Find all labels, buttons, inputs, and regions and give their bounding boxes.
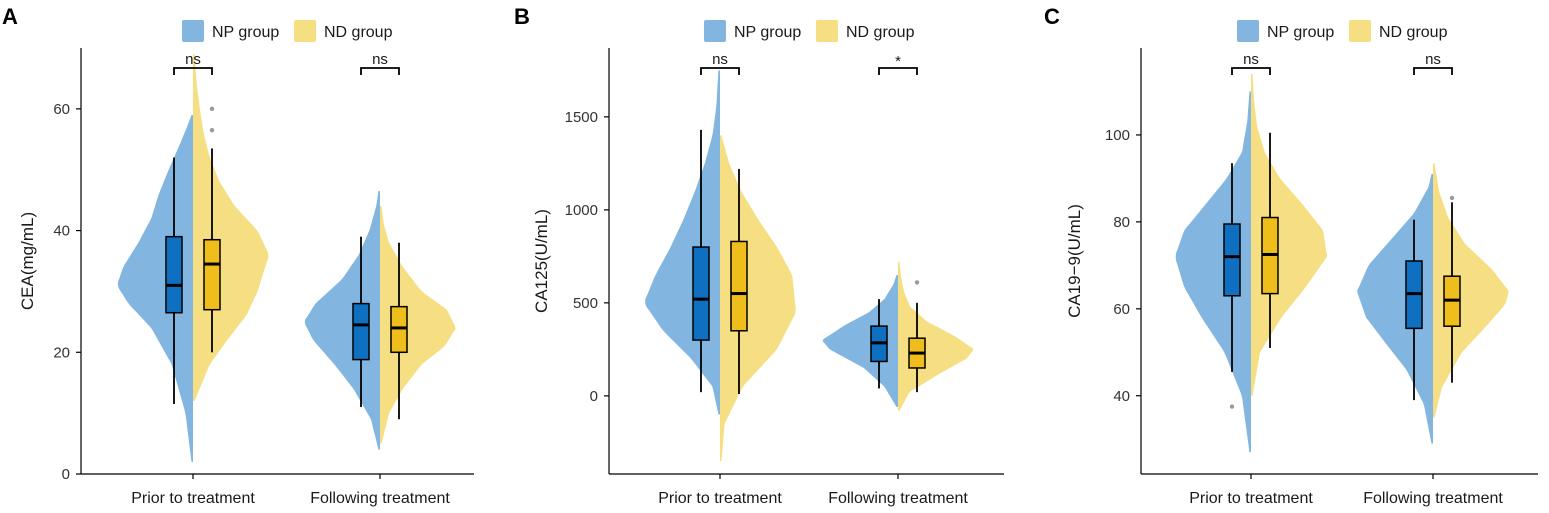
y-tick-label-b: 1000: [565, 202, 598, 219]
significance-bracket-following-b: [878, 67, 918, 75]
legend-label-np-a: NP group: [212, 24, 279, 41]
category-label-prior-a: Prior to treatment: [131, 490, 255, 507]
y-tick-label-a: 0: [62, 466, 70, 483]
category-label-following-c: Following treatment: [1363, 490, 1503, 507]
legend-label-nd-a: ND group: [324, 24, 393, 41]
y-axis-title-a: CEA(mg/mL): [18, 212, 37, 310]
significance-bracket-prior-a: [173, 67, 213, 75]
y-tick-label-b: 1500: [565, 109, 598, 126]
legend-a: NP group ND group: [182, 20, 393, 42]
significance-bracket-prior-b: [700, 67, 740, 75]
legend-swatch-nd-c: [1349, 20, 1371, 42]
panel-b: B NP group ND group 0 500 1000 1500 Prior t…: [514, 4, 1004, 507]
y-tick-label-c: 60: [1113, 301, 1130, 318]
panel-letter-a: A: [2, 4, 18, 29]
y-tick-label-a: 60: [53, 101, 70, 118]
y-tick-label-b: 500: [573, 295, 598, 312]
outlier-nd-prior-a: [209, 106, 215, 112]
significance-bracket-prior-c: [1231, 67, 1271, 75]
legend-swatch-nd-a: [294, 20, 316, 42]
box-np-prior-b: [692, 246, 710, 341]
legend-label-np-b: NP group: [734, 24, 801, 41]
y-tick-label-c: 40: [1113, 388, 1130, 405]
legend-b: NP group ND group: [704, 20, 915, 42]
legend-swatch-np-c: [1237, 20, 1259, 42]
legend-label-nd-c: ND group: [1379, 24, 1448, 41]
outlier-nd-prior-a: [209, 127, 215, 133]
y-axis-title-b: CA125(U/mL): [532, 209, 551, 313]
panel-letter-c: C: [1044, 4, 1060, 29]
legend-c: NP group ND group: [1237, 20, 1448, 42]
outlier-nd-following-b: [914, 280, 920, 285]
category-label-prior-b: Prior to treatment: [658, 490, 782, 507]
y-tick-label-a: 40: [53, 223, 70, 240]
significance-label-following-b: *: [895, 53, 901, 70]
box-np-following-a: [352, 302, 370, 361]
y-tick-label-c: 80: [1113, 214, 1130, 231]
violin-nd-following-b: [898, 261, 974, 411]
significance-label-prior-c: ns: [1243, 51, 1259, 68]
significance-label-prior-a: ns: [185, 51, 201, 68]
outlier-np-prior-c: [1229, 404, 1235, 409]
significance-label-following-a: ns: [372, 51, 388, 68]
y-axis-title-c: CA19−9(U/mL): [1065, 204, 1084, 318]
significance-label-following-c: ns: [1425, 51, 1441, 68]
legend-swatch-nd-b: [816, 20, 838, 42]
significance-bracket-following-c: [1413, 67, 1453, 75]
legend-swatch-np-a: [182, 20, 204, 42]
box-nd-prior-b: [730, 240, 748, 332]
panel-c: C NP group ND group 40 60 80 100 Prior to t…: [1044, 4, 1538, 507]
legend-label-np-c: NP group: [1267, 24, 1334, 41]
panel-a: A NP group ND group 0 20 40 60 Prior to tre…: [2, 4, 474, 507]
box-nd-following-a: [390, 305, 408, 354]
y-tick-label-c: 100: [1105, 127, 1130, 144]
significance-bracket-following-a: [360, 67, 400, 75]
legend-swatch-np-b: [704, 20, 726, 42]
y-tick-label-b: 0: [590, 388, 598, 405]
box-np-prior-a: [165, 235, 183, 314]
violin-nd-prior-a: [193, 54, 269, 401]
box-np-prior-c: [1223, 223, 1241, 297]
violin-np-prior-b: [645, 70, 720, 415]
panel-letter-b: B: [514, 4, 530, 29]
y-tick-label-a: 20: [53, 344, 70, 361]
significance-label-prior-b: ns: [712, 51, 728, 68]
category-label-following-b: Following treatment: [828, 490, 968, 507]
category-label-prior-c: Prior to treatment: [1189, 490, 1313, 507]
outlier-nd-following-c: [1449, 195, 1455, 201]
legend-label-nd-b: ND group: [846, 24, 915, 41]
box-nd-prior-a: [203, 238, 221, 311]
category-label-following-a: Following treatment: [310, 490, 450, 507]
